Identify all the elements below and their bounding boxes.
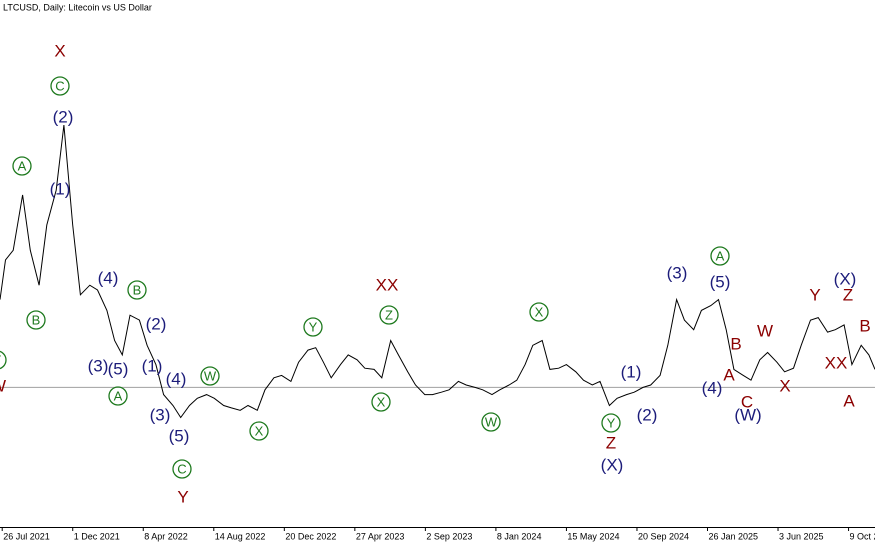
wave-label: (5) [169,426,190,445]
wave-circle [200,366,220,386]
wave-label: XX [825,353,848,372]
x-tick-label: 2 Sep 2023 [426,531,472,541]
wave-label: (4) [702,378,723,397]
wave-label: C [55,78,64,93]
wave-label: A [723,365,735,384]
wave-label: (3) [150,405,171,424]
wave-label: Y [607,415,616,430]
wave-circle [12,156,32,176]
wave-label: W [485,414,498,429]
wave-label: Y [0,352,2,367]
x-tick-label: 27 Apr 2023 [356,531,405,541]
wave-circle [481,412,501,432]
wave-circle [0,350,7,370]
wave-label: B [133,282,142,297]
wave-label: C [177,461,186,476]
x-tick-label: 8 Jan 2024 [497,531,542,541]
x-tick-label: 9 Oct 2025 [850,531,875,541]
wave-label: B [859,316,870,335]
chart-title: LTCUSD, Daily: Litecoin vs US Dollar [3,2,152,12]
wave-circle [50,76,70,96]
wave-circle [710,246,730,266]
wave-label: (W) [734,405,761,424]
wave-label: C [741,392,753,411]
wave-label: Z [606,433,616,452]
x-tick-label: 26 Jul 2021 [3,531,50,541]
wave-label: (4) [166,369,187,388]
wave-label: A [843,391,855,410]
wave-label: B [32,312,41,327]
wave-circle [26,310,46,330]
wave-label: Y [309,319,318,334]
wave-label: B [730,334,741,353]
wave-label: A [716,248,725,263]
wave-label: (X) [834,269,857,288]
wave-circle [371,392,391,412]
price-series [0,125,875,419]
wave-label: (1) [142,356,163,375]
wave-circle [303,317,323,337]
wave-label: (X) [601,455,624,474]
wave-label: W [204,368,217,383]
wave-label: (4) [98,268,119,287]
x-tick-label: 14 Aug 2022 [215,531,266,541]
wave-label: Z [385,307,393,322]
wave-label: X [54,41,65,60]
wave-label: W [0,376,6,395]
wave-label: (1) [50,179,71,198]
wave-circle [108,386,128,406]
x-tick-label: 8 Apr 2022 [144,531,188,541]
wave-circle [249,421,269,441]
wave-label: A [114,388,123,403]
wave-label: XX [376,275,399,294]
x-tick-label: 26 Jan 2025 [708,531,758,541]
wave-circle [529,302,549,322]
x-tick-label: 1 Dec 2021 [74,531,120,541]
wave-label: X [377,394,386,409]
wave-label: (2) [53,107,74,126]
wave-label: (5) [108,359,129,378]
wave-circle [601,413,621,433]
wave-label: (3) [667,263,688,282]
x-tick-label: 15 May 2024 [567,531,619,541]
wave-label: Y [177,487,188,506]
wave-circle [127,280,147,300]
wave-label: A [18,158,27,173]
x-tick-label: 3 Jun 2025 [779,531,824,541]
wave-label: X [255,423,264,438]
wave-label: (2) [146,314,167,333]
x-tick-label: 20 Sep 2024 [638,531,689,541]
wave-circle [379,305,399,325]
wave-label: (3) [88,356,109,375]
wave-label: Y [809,285,820,304]
wave-label: Z [843,285,853,304]
wave-label: X [535,304,544,319]
x-tick-label: 20 Dec 2022 [285,531,336,541]
wave-label: (1) [621,362,642,381]
wave-label: (2) [637,405,658,424]
wave-label: X [779,376,790,395]
wave-label: (5) [710,272,731,291]
wave-circle [172,459,192,479]
wave-label: W [757,321,773,340]
